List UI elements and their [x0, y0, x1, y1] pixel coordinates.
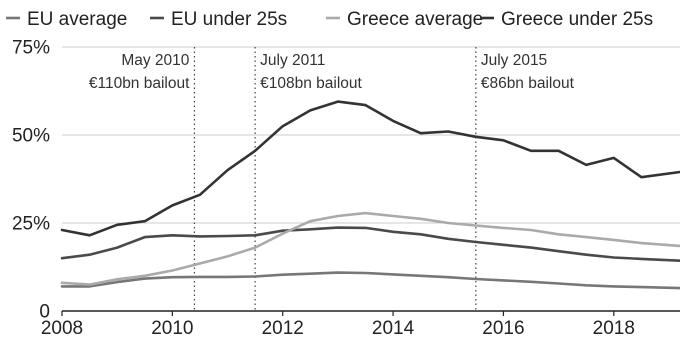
series-line-greece-average: [60, 211, 680, 286]
legend: EU average EU under 25s Greece average Gree…: [6, 9, 653, 30]
annotation-date-3: July 2015: [481, 52, 547, 69]
series-lines: [60, 100, 680, 290]
legend-label-eu-under-25s: EU under 25s: [171, 9, 287, 30]
x-tick-label-2014: 2014: [372, 318, 415, 339]
series-line-eu-average: [60, 271, 680, 290]
x-tick-label-2010: 2010: [151, 318, 193, 339]
series-line-eu-under-25s: [60, 226, 680, 263]
series-line-greece-under-25s: [60, 100, 680, 237]
annotation-bailout-3: €86bn bailout: [481, 75, 575, 92]
x-tick-label-2016: 2016: [482, 318, 524, 339]
y-tick-label-50: 50%: [12, 126, 50, 147]
legend-label-eu-average: EU average: [27, 9, 127, 30]
legend-label-greece-average: Greece average: [347, 9, 483, 30]
annotation-date-1: May 2010: [121, 52, 189, 69]
gridlines: [62, 46, 680, 224]
annotation-date-2: July 2011: [260, 52, 325, 69]
x-tick-label-2018: 2018: [593, 318, 635, 339]
y-tick-label-75: 75%: [12, 38, 50, 59]
annotation-bailout-1: €110bn bailout: [89, 75, 190, 92]
y-tick-label-25: 25%: [12, 214, 50, 235]
axes: 0 25% 50% 75% 2008 2010 2012 2014 2016 2018: [12, 38, 680, 339]
legend-label-greece-under-25s: Greece under 25s: [501, 9, 653, 30]
x-tick-label-2012: 2012: [262, 318, 304, 339]
annotations: May 2010 €110bn bailout July 2011 €108bn ba…: [89, 47, 575, 311]
y-tick-label-0: 0: [39, 302, 50, 323]
annotation-bailout-2: €108bn bailout: [260, 75, 362, 92]
x-tick-label-2008: 2008: [41, 318, 83, 339]
